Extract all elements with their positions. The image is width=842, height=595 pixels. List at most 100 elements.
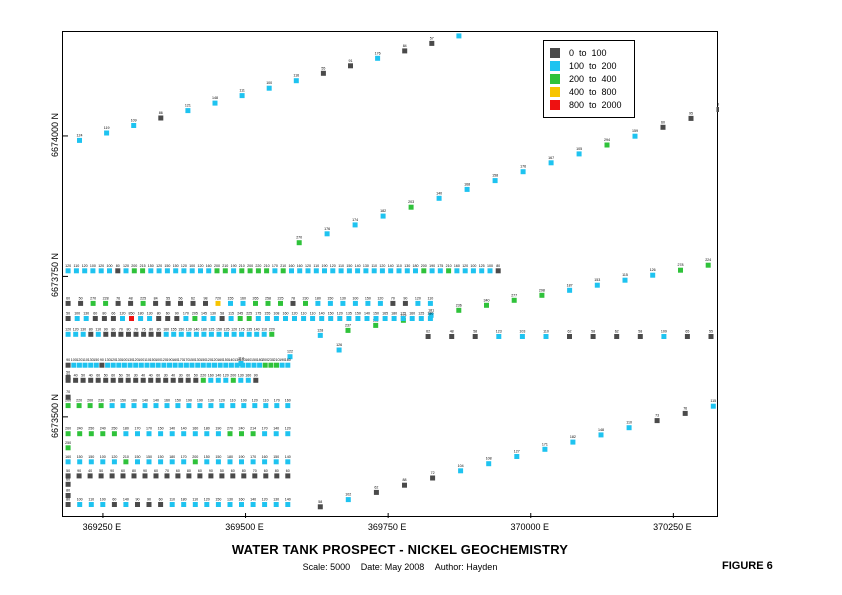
sample-point	[305, 268, 311, 274]
sample-value-label: 120	[212, 358, 218, 362]
sample-point	[682, 410, 688, 416]
sample-point	[382, 316, 388, 321]
sample-point	[77, 502, 83, 507]
sample-value-label: 270	[227, 427, 233, 431]
sample-point	[705, 262, 711, 268]
sample-value-label: 180	[413, 264, 419, 268]
legend-item: 400 to 800	[550, 86, 617, 97]
sample-point	[219, 316, 225, 321]
sample-value-label: 90	[77, 469, 81, 473]
sample-value-label: 720	[215, 296, 221, 300]
sample-point	[77, 459, 83, 465]
sample-point	[204, 502, 210, 507]
sample-point	[215, 431, 221, 437]
sample-value-label: 265	[253, 296, 259, 300]
sample-value-label: 170	[274, 399, 280, 403]
sample-point	[520, 169, 526, 175]
sample-value-label: 150	[135, 455, 141, 459]
sample-point	[708, 334, 714, 339]
sample-point	[129, 316, 134, 321]
sample-value-label: 200	[421, 264, 427, 268]
sample-point	[121, 362, 127, 368]
sample-value-label: 123	[496, 330, 502, 334]
sample-value-label: 120	[120, 312, 126, 316]
sample-value-label: 100	[100, 498, 106, 502]
sample-value-label: 120	[123, 264, 129, 268]
sample-point	[104, 130, 110, 136]
sample-value-label: 90	[175, 312, 179, 316]
sample-value-label: 80	[66, 489, 70, 493]
sample-point	[148, 331, 154, 337]
sample-value-label: 150	[216, 327, 222, 331]
sample-point	[146, 431, 152, 437]
sample-point	[208, 377, 214, 383]
sample-point	[208, 473, 214, 479]
sample-point	[409, 316, 415, 321]
sample-point	[153, 473, 159, 479]
sample-point	[88, 459, 94, 465]
sample-value-label: 160	[163, 327, 169, 331]
sample-point	[100, 431, 106, 437]
sample-point	[120, 473, 126, 479]
sample-value-label: 80	[275, 469, 279, 473]
sample-point	[192, 502, 198, 507]
sample-point	[65, 459, 71, 465]
sample-point	[178, 377, 184, 383]
sample-point	[269, 331, 275, 337]
sample-value-label: 150	[88, 455, 94, 459]
sample-value-label: 150	[200, 358, 206, 362]
sample-value-label: 50	[66, 469, 70, 473]
sample-value-label: 160	[297, 264, 303, 268]
sample-value-label: 180	[427, 312, 433, 316]
sample-point	[147, 316, 153, 321]
sample-value-label: 58	[638, 330, 642, 334]
sample-value-label: 76	[116, 296, 120, 300]
sample-point	[402, 482, 407, 488]
sample-point	[301, 316, 307, 321]
sample-value-label: 260	[65, 427, 71, 431]
sample-point	[115, 300, 121, 306]
sample-value-label: 110	[371, 264, 377, 268]
sample-value-label: 102	[345, 493, 351, 497]
sample-value-label: 70	[134, 327, 138, 331]
sample-value-label: 228	[103, 296, 109, 300]
sample-value-label: 170	[250, 455, 256, 459]
sample-point	[254, 331, 260, 337]
sample-point	[486, 461, 492, 467]
sample-value-label: 84	[403, 44, 407, 48]
sample-point	[153, 300, 159, 306]
sample-value-label: 125	[224, 327, 230, 331]
sample-point	[208, 331, 214, 337]
sample-point	[206, 268, 212, 274]
sample-point	[110, 362, 116, 368]
sample-value-label: 110	[169, 498, 175, 502]
sample-point	[285, 362, 291, 368]
sample-point	[313, 268, 319, 274]
sample-point	[123, 459, 129, 465]
sample-point	[402, 300, 408, 306]
sample-point	[678, 267, 683, 273]
sample-value-label: 140	[254, 327, 260, 331]
y-tick-label: 6673750 N	[50, 253, 60, 298]
sample-value-label: 150	[77, 455, 83, 459]
sample-value-label: 90	[66, 358, 70, 362]
sample-value-label: 150	[204, 455, 210, 459]
sample-value-label: 60	[154, 469, 158, 473]
legend-item: 800 to 2000	[550, 99, 622, 110]
sample-point	[355, 316, 361, 321]
sample-value-label: 125	[479, 264, 485, 268]
sample-value-label: 103	[519, 330, 525, 334]
sample-point	[228, 316, 234, 321]
sample-point	[427, 316, 433, 321]
sample-value-label: 150	[327, 296, 333, 300]
sample-value-label: 120	[198, 264, 204, 268]
sample-point	[155, 377, 161, 383]
sample-value-label: 100	[74, 312, 80, 316]
sample-point	[219, 403, 225, 409]
sample-point	[181, 459, 187, 465]
sample-point	[103, 300, 109, 306]
sample-point	[133, 362, 139, 368]
sample-value-label: 158	[492, 174, 498, 178]
sample-point	[111, 502, 117, 507]
sample-value-label: 130	[404, 264, 410, 268]
